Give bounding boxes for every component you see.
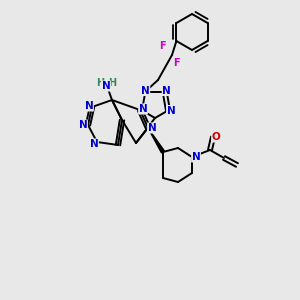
Text: N: N <box>148 123 156 133</box>
Text: N: N <box>141 85 150 95</box>
Text: N: N <box>79 120 87 130</box>
Text: N: N <box>167 106 176 116</box>
Text: H: H <box>108 78 116 88</box>
Text: N: N <box>192 152 200 162</box>
Text: F: F <box>173 58 179 68</box>
Text: N: N <box>102 81 110 91</box>
Text: H: H <box>96 78 104 88</box>
Text: F: F <box>159 41 165 51</box>
Polygon shape <box>148 128 164 153</box>
Text: N: N <box>90 139 98 149</box>
Text: O: O <box>212 132 220 142</box>
Text: N: N <box>162 85 171 95</box>
Text: N: N <box>139 104 147 114</box>
Text: N: N <box>85 101 93 111</box>
